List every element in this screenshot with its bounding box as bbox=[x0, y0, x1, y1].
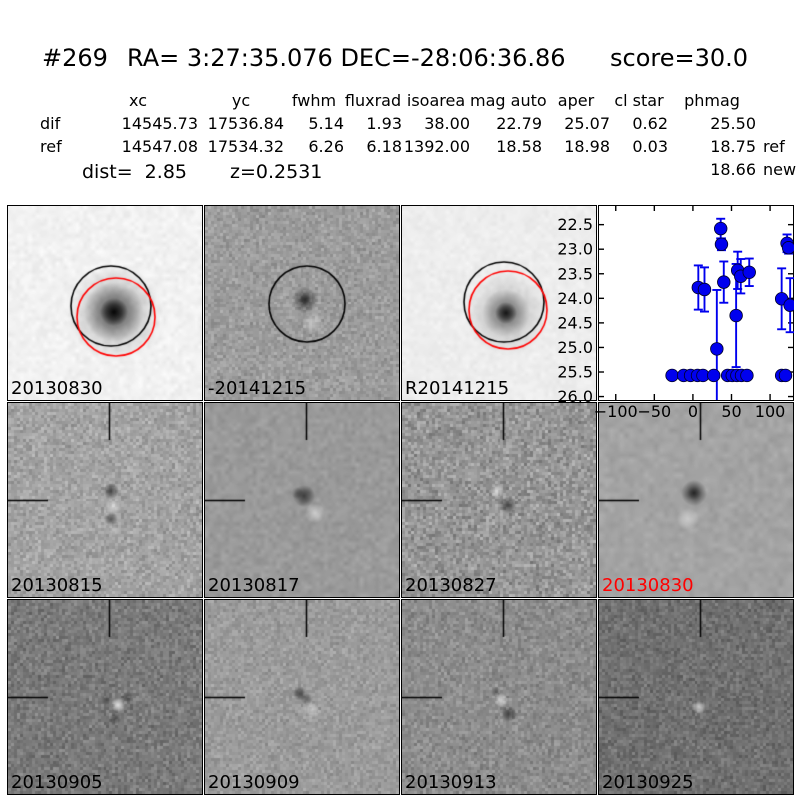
cell: 1.93 bbox=[366, 114, 402, 133]
cutout-panel-20130830-diff: 20130830 bbox=[598, 402, 794, 598]
cell: 25.07 bbox=[564, 114, 610, 133]
cell-suffix: new bbox=[763, 160, 797, 179]
cutout-label: 20130909 bbox=[208, 772, 300, 794]
cell: 18.66 bbox=[710, 160, 756, 179]
cutout-panel-20130909: 20130909 bbox=[204, 599, 400, 795]
cell: 18.75 bbox=[710, 137, 756, 156]
cutout-label: 20130817 bbox=[208, 575, 300, 597]
cutout-image bbox=[205, 206, 399, 400]
col-aper: aper bbox=[557, 91, 595, 110]
photometry-table: xc yc fwhm fluxrad isoarea mag auto aper… bbox=[0, 89, 800, 181]
cell: 0.62 bbox=[632, 114, 668, 133]
svg-text:23.0: 23.0 bbox=[557, 240, 593, 259]
row-label: dif bbox=[40, 114, 61, 133]
cell: 1392.00 bbox=[403, 137, 470, 156]
cutout-panel-new-20130830: 20130830 bbox=[7, 205, 203, 401]
cell: 6.18 bbox=[366, 137, 402, 156]
cutout-panel-20130817: 20130817 bbox=[204, 402, 400, 598]
lightcurve-plot: −100 −50 0 50 100 22.5 23.0 23.5 24.0 24.5 25.0 25.… bbox=[557, 205, 794, 421]
table-row-dif: dif 14545.73 17536.84 5.14 1.93 38.00 22… bbox=[0, 112, 800, 135]
cutout-panel-ref-20141215: R20141215 bbox=[401, 205, 597, 401]
svg-text:26.0: 26.0 bbox=[557, 387, 593, 406]
col-fluxrad: fluxrad bbox=[344, 91, 402, 110]
col-isoarea: isoarea bbox=[406, 91, 466, 110]
col-cl-star: cl star bbox=[614, 91, 664, 110]
table-header-row: xc yc fwhm fluxrad isoarea mag auto aper… bbox=[0, 89, 800, 112]
svg-text:100: 100 bbox=[755, 402, 786, 421]
cell: 38.00 bbox=[424, 114, 470, 133]
cutout-image bbox=[8, 206, 202, 400]
cutout-label: 20130913 bbox=[405, 772, 497, 794]
candidate-id: #269 bbox=[42, 44, 108, 72]
cell-suffix bbox=[756, 112, 800, 135]
lightcurve-panel bbox=[598, 205, 794, 401]
cutout-panel-20130913: 20130913 bbox=[401, 599, 597, 795]
svg-text:−100: −100 bbox=[594, 402, 638, 421]
cell: 22.79 bbox=[496, 114, 542, 133]
cutout-label: -20141215 bbox=[208, 378, 307, 400]
cutout-label: 20130827 bbox=[405, 575, 497, 597]
cutout-image bbox=[599, 600, 793, 794]
col-yc: yc bbox=[231, 91, 251, 110]
svg-text:25.5: 25.5 bbox=[557, 363, 593, 382]
cutout-label: 20130815 bbox=[11, 575, 103, 597]
cell: 14547.08 bbox=[121, 137, 198, 156]
cutout-image bbox=[205, 600, 399, 794]
cell: 25.50 bbox=[710, 114, 756, 133]
cutout-label: 20130830 bbox=[11, 378, 103, 400]
cutout-image bbox=[8, 600, 202, 794]
cutout-panel-20130815: 20130815 bbox=[7, 402, 203, 598]
col-phmag: phmag bbox=[684, 91, 740, 110]
cutout-panel-sub-20141215: -20141215 bbox=[204, 205, 400, 401]
cutout-label: 20130830 bbox=[602, 575, 694, 597]
svg-text:50: 50 bbox=[721, 402, 741, 421]
cell: 18.98 bbox=[564, 137, 610, 156]
radec-text: RA= 3:27:35.076 DEC=-28:06:36.86 bbox=[127, 44, 566, 72]
svg-text:24.0: 24.0 bbox=[557, 289, 593, 308]
redshift-value: z=0.2531 bbox=[230, 161, 323, 183]
cell-suffix: ref bbox=[763, 137, 785, 156]
svg-text:24.5: 24.5 bbox=[557, 313, 593, 332]
cutout-label: R20141215 bbox=[405, 378, 510, 400]
cutout-panel-20130827: 20130827 bbox=[401, 402, 597, 598]
cell: 0.03 bbox=[632, 137, 668, 156]
table-row-new: 18.66 new bbox=[0, 158, 800, 181]
row-label: ref bbox=[40, 137, 62, 156]
cutout-panel-20130925: 20130925 bbox=[598, 599, 794, 795]
col-xc: xc bbox=[129, 91, 147, 110]
cutout-image bbox=[402, 600, 596, 794]
cutout-image bbox=[8, 403, 202, 597]
cell: 6.26 bbox=[308, 137, 344, 156]
svg-text:−50: −50 bbox=[637, 402, 671, 421]
cell: 5.14 bbox=[308, 114, 344, 133]
dist-value: dist= 2.85 bbox=[82, 161, 187, 183]
cell: 17536.84 bbox=[207, 114, 284, 133]
col-fwhm: fwhm bbox=[291, 91, 337, 110]
svg-text:25.0: 25.0 bbox=[557, 338, 593, 357]
cell: 14545.73 bbox=[121, 114, 198, 133]
col-mag-auto: mag auto bbox=[470, 91, 547, 110]
score-text: score=30.0 bbox=[610, 44, 749, 72]
cell: 17534.32 bbox=[207, 137, 284, 156]
cutout-image bbox=[205, 403, 399, 597]
table-row-ref: ref 14547.08 17534.32 6.26 6.18 1392.00 … bbox=[0, 135, 800, 158]
svg-text:22.5: 22.5 bbox=[557, 215, 593, 234]
cell: 18.58 bbox=[496, 137, 542, 156]
cutout-image bbox=[402, 206, 596, 400]
cutout-image bbox=[402, 403, 596, 597]
cutout-label: 20130905 bbox=[11, 772, 103, 794]
svg-text:23.5: 23.5 bbox=[557, 264, 593, 283]
svg-text:0: 0 bbox=[688, 402, 698, 421]
cutout-panel-20130905: 20130905 bbox=[7, 599, 203, 795]
cutout-image bbox=[599, 403, 793, 597]
cutout-label: 20130925 bbox=[602, 772, 694, 794]
